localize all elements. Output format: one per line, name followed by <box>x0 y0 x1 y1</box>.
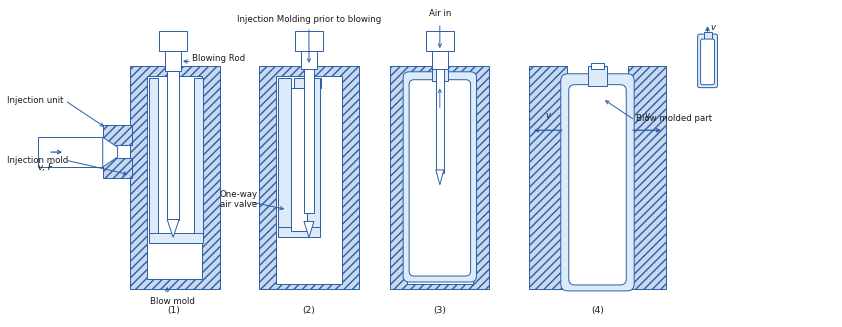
Bar <box>131 66 220 289</box>
Bar <box>278 78 291 232</box>
Bar <box>304 69 314 213</box>
Bar <box>390 66 489 289</box>
Bar <box>103 158 132 178</box>
Bar <box>295 31 322 51</box>
Text: (1): (1) <box>168 306 180 315</box>
Bar <box>307 78 320 232</box>
Bar <box>147 76 202 279</box>
Bar <box>291 88 307 232</box>
Bar <box>432 51 448 69</box>
Bar <box>159 31 187 51</box>
Text: Blowing Rod: Blowing Rod <box>192 54 245 63</box>
Bar <box>628 66 666 289</box>
Text: (3): (3) <box>434 306 446 315</box>
Bar <box>588 66 607 86</box>
FancyBboxPatch shape <box>561 74 634 291</box>
Bar <box>436 69 444 173</box>
Bar <box>529 66 567 289</box>
Polygon shape <box>168 219 179 237</box>
Bar <box>149 233 203 243</box>
Bar <box>294 78 321 88</box>
Bar <box>168 71 179 219</box>
Bar <box>149 78 158 236</box>
Polygon shape <box>103 137 118 167</box>
Text: v, F: v, F <box>38 163 53 172</box>
Text: Injection mold: Injection mold <box>7 156 68 164</box>
Bar <box>408 76 472 284</box>
FancyBboxPatch shape <box>403 72 477 282</box>
Text: (2): (2) <box>302 306 316 315</box>
Bar <box>103 125 132 145</box>
Text: Injection unit: Injection unit <box>7 96 63 105</box>
Text: Air in: Air in <box>429 9 451 18</box>
Text: v: v <box>711 23 716 32</box>
Text: (4): (4) <box>591 306 604 315</box>
Bar <box>194 78 203 236</box>
Bar <box>590 63 605 69</box>
Bar <box>276 76 342 284</box>
Text: v: v <box>644 112 650 120</box>
Bar <box>259 66 359 289</box>
Polygon shape <box>304 221 314 237</box>
Bar <box>278 228 320 237</box>
Text: Blow molded part: Blow molded part <box>637 114 712 123</box>
Text: One-way
air valve: One-way air valve <box>220 190 258 209</box>
Polygon shape <box>436 170 444 185</box>
Text: Injection Molding prior to blowing: Injection Molding prior to blowing <box>237 15 381 24</box>
Bar <box>301 51 317 69</box>
Bar <box>432 69 448 81</box>
Bar <box>165 51 181 71</box>
Text: Blow mold: Blow mold <box>151 297 195 306</box>
FancyBboxPatch shape <box>698 34 717 88</box>
Bar <box>38 137 103 167</box>
Bar <box>426 31 454 51</box>
Bar <box>704 32 711 39</box>
FancyBboxPatch shape <box>568 85 626 285</box>
FancyBboxPatch shape <box>701 39 715 85</box>
FancyBboxPatch shape <box>409 80 471 276</box>
Text: v: v <box>546 112 551 120</box>
